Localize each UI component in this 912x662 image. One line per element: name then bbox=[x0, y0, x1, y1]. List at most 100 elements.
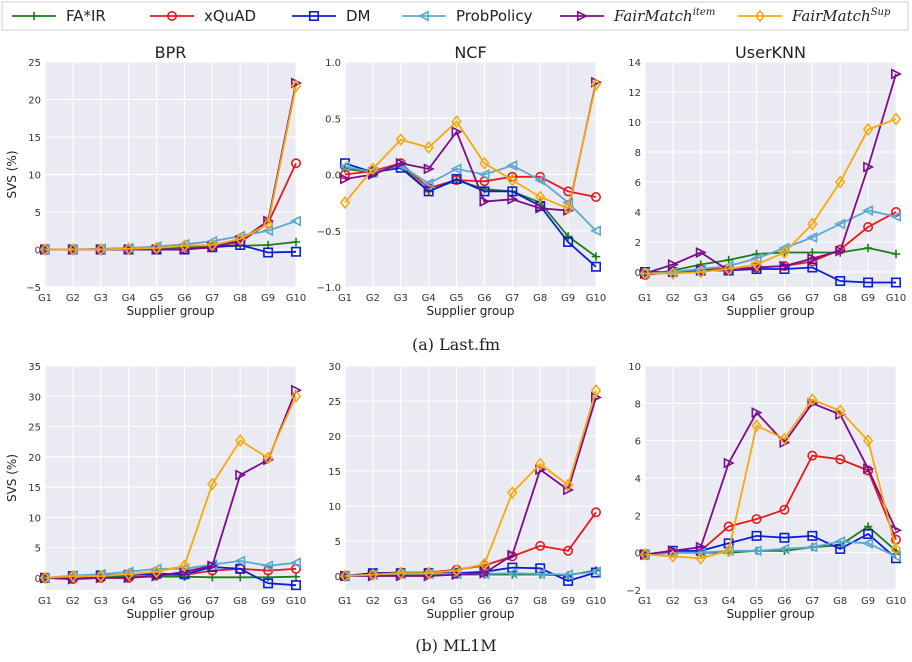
x-tick-label: G9 bbox=[261, 293, 275, 304]
data-point bbox=[479, 156, 490, 170]
data-point bbox=[695, 551, 707, 565]
data-point bbox=[479, 557, 490, 571]
y-tick-label: 0.0 bbox=[325, 171, 341, 182]
data-point bbox=[863, 528, 874, 539]
data-point bbox=[807, 450, 818, 461]
data-point bbox=[807, 530, 818, 541]
y-tick-label: 25 bbox=[328, 397, 341, 408]
data-point bbox=[835, 543, 846, 554]
chart-panel: 0 2 4 6 8 10 12 14 G1 G2 G3 G4 G5 G6 G7 G8 G9 G10 UserKNN S… bbox=[628, 43, 906, 318]
y-tick-label: 20 bbox=[28, 96, 41, 107]
data-point bbox=[834, 404, 846, 418]
x-tick-label: G7 bbox=[205, 596, 219, 607]
data-point bbox=[423, 566, 434, 580]
data-point bbox=[667, 267, 679, 280]
data-point bbox=[890, 112, 902, 126]
legend-label: ProbPolicy bbox=[456, 7, 533, 25]
data-point bbox=[507, 186, 518, 197]
y-tick-label: 6 bbox=[635, 437, 641, 448]
data-point bbox=[395, 157, 407, 169]
data-point bbox=[563, 484, 575, 496]
data-point bbox=[834, 218, 846, 230]
series-line bbox=[344, 162, 597, 198]
plot-area bbox=[45, 366, 296, 590]
series-line bbox=[344, 162, 597, 268]
data-point bbox=[834, 175, 846, 189]
x-tick-label: G7 bbox=[805, 596, 819, 607]
x-tick-label: G6 bbox=[177, 596, 191, 607]
data-point bbox=[291, 572, 301, 581]
data-point bbox=[751, 419, 762, 433]
data-point bbox=[807, 253, 819, 264]
data-point bbox=[667, 545, 679, 557]
data-point bbox=[207, 560, 219, 572]
data-point bbox=[808, 248, 817, 257]
x-tick-label: G6 bbox=[777, 293, 791, 304]
y-tick-label: 25 bbox=[28, 58, 41, 69]
legend-marker bbox=[754, 9, 766, 23]
data-point bbox=[590, 566, 601, 578]
data-point bbox=[751, 530, 762, 541]
data-point bbox=[479, 196, 491, 207]
data-point bbox=[562, 201, 574, 215]
y-tick-label: 20 bbox=[328, 432, 341, 443]
data-point bbox=[423, 141, 434, 154]
x-tick-label: G1 bbox=[638, 293, 652, 304]
data-point bbox=[563, 237, 574, 248]
y-tick-label: 2 bbox=[635, 238, 641, 249]
series-line bbox=[44, 395, 297, 579]
plot-area bbox=[345, 366, 596, 590]
legend-marker bbox=[29, 11, 39, 21]
data-point bbox=[535, 464, 547, 476]
data-point bbox=[207, 477, 218, 491]
x-tick-label: G1 bbox=[38, 596, 52, 607]
data-point bbox=[723, 457, 735, 469]
panel-title: BPR bbox=[155, 43, 187, 62]
legend-label: FA*IR bbox=[66, 7, 106, 25]
legend-item: FA*IR bbox=[12, 7, 106, 25]
data-point bbox=[863, 161, 875, 173]
y-tick-label: 20 bbox=[28, 453, 41, 464]
y-tick-label: 12 bbox=[628, 88, 641, 99]
data-point bbox=[507, 173, 518, 187]
data-point bbox=[590, 78, 602, 91]
data-point bbox=[290, 79, 302, 93]
x-tick-label: G3 bbox=[694, 596, 708, 607]
data-point bbox=[367, 162, 379, 176]
data-point bbox=[39, 571, 51, 585]
data-point bbox=[751, 514, 762, 525]
x-tick-label: G7 bbox=[505, 596, 519, 607]
data-point bbox=[151, 565, 162, 579]
data-point bbox=[95, 569, 107, 583]
series-line bbox=[644, 209, 897, 275]
x-tick-label: G10 bbox=[286, 293, 306, 304]
x-tick-label: G2 bbox=[66, 293, 80, 304]
series bbox=[639, 112, 902, 280]
data-point bbox=[535, 540, 546, 551]
series-line bbox=[345, 397, 597, 577]
data-point bbox=[862, 123, 874, 136]
x-tick-label: G10 bbox=[886, 596, 906, 607]
data-point bbox=[563, 545, 574, 556]
data-point bbox=[367, 568, 379, 582]
data-point bbox=[395, 566, 407, 580]
y-tick-label: 0.5 bbox=[325, 114, 341, 125]
data-point bbox=[339, 196, 351, 210]
data-point bbox=[751, 407, 763, 419]
x-tick-label: G10 bbox=[286, 596, 306, 607]
y-tick-label: 25 bbox=[28, 423, 41, 434]
series-line bbox=[344, 82, 597, 212]
y-tick-label: −0.5 bbox=[317, 227, 341, 238]
data-point bbox=[95, 243, 107, 256]
y-tick-label: −2 bbox=[626, 586, 641, 597]
chart-panel: −5 0 5 10 15 20 25 G1 G2 G3 G4 G5 G6 G7 G8 G9 G10 BPR Supp… bbox=[5, 43, 306, 318]
y-axis-label: SVS (%) bbox=[5, 454, 19, 502]
data-point bbox=[479, 567, 491, 579]
y-tick-label: 10 bbox=[628, 362, 641, 373]
x-tick-label: G1 bbox=[638, 596, 652, 607]
data-point bbox=[423, 186, 434, 197]
series-line bbox=[344, 84, 597, 210]
data-point bbox=[506, 160, 518, 171]
x-tick-label: G9 bbox=[261, 596, 275, 607]
